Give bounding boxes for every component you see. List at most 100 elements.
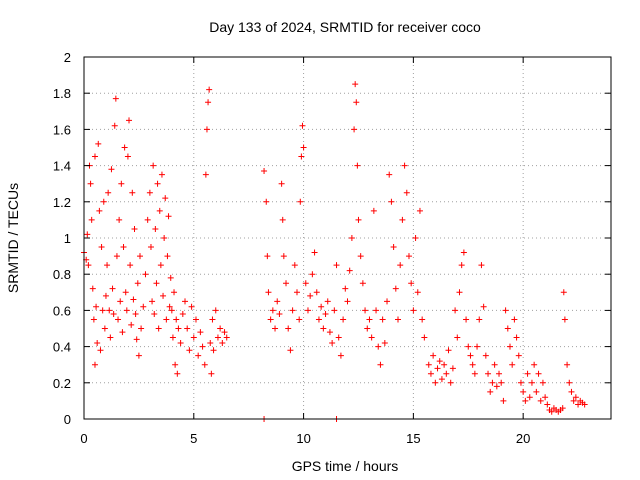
x-tick-label: 20 <box>516 431 530 446</box>
data-point <box>164 253 171 260</box>
data-point <box>131 225 138 232</box>
data-point <box>395 316 402 323</box>
data-point <box>366 316 373 323</box>
chart-title: Day 133 of 2024, SRMTID for receiver coc… <box>209 19 481 35</box>
data-point <box>168 307 175 314</box>
data-point <box>480 303 487 310</box>
data-point <box>150 162 157 169</box>
data-point <box>151 311 158 318</box>
data-point <box>340 316 347 323</box>
data-point <box>511 316 518 323</box>
data-point <box>127 262 134 269</box>
y-tick-label: 0.2 <box>53 376 71 391</box>
data-point <box>500 397 507 404</box>
data-point <box>302 280 309 287</box>
data-point <box>115 316 122 323</box>
data-point <box>128 321 135 328</box>
data-point <box>167 274 174 281</box>
data-point <box>445 347 452 354</box>
data-point <box>132 311 139 318</box>
data-point <box>85 262 92 269</box>
data-point <box>478 262 485 269</box>
data-point <box>467 352 474 359</box>
data-point <box>153 280 160 287</box>
data-point <box>449 365 456 372</box>
data-point <box>515 352 522 359</box>
data-point <box>419 316 426 323</box>
data-point <box>124 153 131 160</box>
data-point <box>102 292 109 299</box>
x-tick-label: 5 <box>190 431 197 446</box>
data-point <box>299 122 306 129</box>
data-point <box>447 379 454 386</box>
data-point <box>496 370 503 377</box>
data-point <box>280 253 287 260</box>
data-point <box>160 292 167 299</box>
data-point <box>337 352 344 359</box>
data-point <box>392 285 399 292</box>
data-point <box>498 379 505 386</box>
data-point <box>489 379 496 386</box>
x-tick-labels: 0 5 10 15 20 <box>80 431 530 446</box>
data-point <box>379 316 386 323</box>
data-point <box>509 361 516 368</box>
data-point <box>564 361 571 368</box>
data-point <box>136 253 143 260</box>
data-point <box>502 307 509 314</box>
y-tick-label: 0 <box>64 412 71 427</box>
data-point <box>107 334 114 341</box>
data-point <box>206 86 213 93</box>
data-point <box>430 352 437 359</box>
data-point <box>96 207 103 214</box>
data-point <box>377 361 384 368</box>
y-tick-label: 1.6 <box>53 122 71 137</box>
data-point <box>112 95 119 102</box>
y-tick-label: 1.8 <box>53 86 71 101</box>
data-point <box>207 339 214 346</box>
data-point <box>399 216 406 223</box>
data-point <box>269 307 276 314</box>
data-point <box>161 235 168 241</box>
data-point <box>307 292 314 299</box>
data-point <box>166 303 173 310</box>
data-point <box>208 370 215 377</box>
data-point <box>504 325 511 332</box>
data-point <box>359 280 366 287</box>
data-point <box>147 244 154 251</box>
data-point <box>370 207 377 214</box>
data-point <box>313 289 320 296</box>
data-point <box>568 388 575 395</box>
data-point <box>118 180 125 187</box>
data-point <box>201 361 208 368</box>
data-point <box>300 144 307 151</box>
data-point <box>524 370 531 377</box>
data-point <box>171 289 178 296</box>
data-point <box>105 189 112 196</box>
data-point <box>133 336 140 343</box>
data-point <box>135 352 142 359</box>
data-point <box>412 235 419 241</box>
x-axis-label: GPS time / hours <box>292 458 399 474</box>
data-point <box>84 231 91 238</box>
data-point <box>203 126 210 133</box>
data-point <box>421 334 428 341</box>
data-point <box>397 262 404 269</box>
data-point <box>320 325 327 332</box>
data-point <box>121 144 128 151</box>
data-point <box>209 316 216 323</box>
data-point <box>210 347 217 354</box>
data-point <box>173 316 180 323</box>
data-point <box>384 298 391 305</box>
data-point <box>223 334 230 341</box>
data-point <box>548 408 555 415</box>
data-point <box>199 343 206 350</box>
data-point <box>469 361 476 368</box>
data-point <box>134 280 141 287</box>
data-point <box>88 216 95 223</box>
data-point <box>289 307 296 314</box>
data-point <box>331 307 338 314</box>
data-point <box>482 352 489 359</box>
data-point <box>261 168 268 175</box>
x-tick-label: 10 <box>296 431 310 446</box>
data-point <box>117 298 124 305</box>
